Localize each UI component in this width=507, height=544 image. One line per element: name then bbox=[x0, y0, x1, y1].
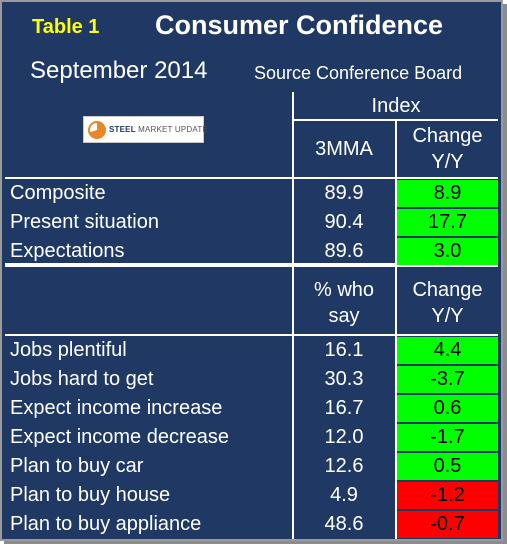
index-row-value: 90.4 bbox=[324, 211, 364, 233]
survey-row-value: 16.1 bbox=[324, 339, 364, 361]
index-row-value: 89.6 bbox=[324, 240, 364, 262]
survey-row-label: Jobs hard to get bbox=[10, 368, 154, 390]
index-row-change: 17.7 bbox=[397, 209, 498, 236]
index-row-value: 89.9 bbox=[324, 182, 364, 204]
survey-row-label: Expect income decrease bbox=[10, 426, 230, 448]
page-title: Consumer Confidence bbox=[155, 10, 444, 40]
index-row-label: Expectations bbox=[10, 240, 125, 262]
header-divider-2 bbox=[5, 334, 498, 336]
survey-row-label: Plan to buy house bbox=[10, 484, 171, 506]
report-date: September 2014 bbox=[30, 57, 208, 84]
column-divider-1 bbox=[292, 92, 294, 539]
column-header-3mma: 3MMA bbox=[315, 138, 373, 160]
source-note: Source Conference Board bbox=[254, 63, 463, 83]
table-label: Table 1 bbox=[32, 16, 100, 38]
section-divider bbox=[5, 263, 498, 267]
survey-row-label: Expect income increase bbox=[10, 397, 223, 419]
index-header: Index bbox=[371, 95, 421, 117]
survey-row-value: 16.7 bbox=[324, 397, 364, 419]
survey-row-label: Plan to buy appliance bbox=[10, 513, 202, 535]
header-divider-1 bbox=[5, 177, 498, 179]
survey-row-value: 12.0 bbox=[324, 426, 364, 448]
survey-row-value: 48.6 bbox=[324, 513, 364, 535]
index-row-label: Present situation bbox=[10, 211, 159, 233]
survey-row-change: -0.7 bbox=[397, 511, 498, 538]
index-row-change: 8.9 bbox=[397, 180, 498, 207]
column-header-change-2: Change Y/Y bbox=[412, 279, 483, 327]
index-row-label: Composite bbox=[10, 182, 106, 204]
survey-row-change: -3.7 bbox=[397, 366, 498, 393]
steel-market-update-logo: STEEL MARKET UPDATE bbox=[83, 116, 208, 143]
survey-row-change: -1.7 bbox=[397, 424, 498, 451]
survey-row-value: 12.6 bbox=[324, 455, 364, 477]
survey-row-label: Plan to buy car bbox=[10, 455, 144, 477]
column-header-change-1: Change Y/Y bbox=[412, 125, 483, 173]
survey-row-value: 4.9 bbox=[330, 484, 358, 506]
survey-row-change: 0.6 bbox=[397, 395, 498, 422]
survey-row-change: -1.2 bbox=[397, 482, 498, 509]
survey-row-change: 0.5 bbox=[397, 453, 498, 480]
logo-text: STEEL MARKET UPDATE bbox=[109, 125, 208, 134]
survey-row-value: 30.3 bbox=[324, 368, 364, 390]
column-header-pct-who-say: % who say bbox=[313, 279, 375, 327]
survey-row-label: Jobs plentiful bbox=[10, 339, 127, 361]
column-divider-2 bbox=[395, 119, 397, 539]
index-row-change: 3.0 bbox=[397, 238, 498, 265]
logo-ring-icon bbox=[88, 120, 106, 139]
survey-row-change: 4.4 bbox=[397, 337, 498, 364]
